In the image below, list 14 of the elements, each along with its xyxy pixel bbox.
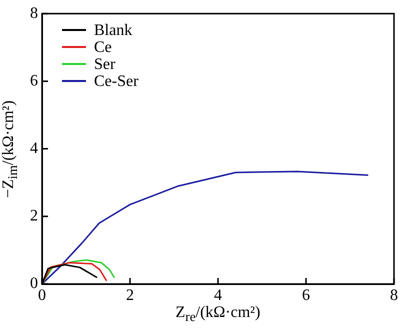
x-tick-label: 2 <box>126 286 134 304</box>
y-tick-label: 8 <box>30 4 38 22</box>
x-tick-label: 6 <box>302 286 310 304</box>
y-tick-label: 4 <box>30 140 38 158</box>
y-tick-label: 0 <box>30 275 38 292</box>
x-tick-label: 4 <box>214 286 222 304</box>
legend-label: Blank <box>94 22 132 39</box>
legend-label: Ce-Ser <box>94 72 138 90</box>
legend-label: Ser <box>94 56 116 73</box>
x-tick-label: 8 <box>390 286 398 304</box>
y-tick-label: 6 <box>30 72 38 90</box>
y-tick-label: 2 <box>30 208 38 225</box>
legend-label: Ce <box>94 38 112 56</box>
x-axis-title: Z$_{re}$/(kΩ·cm²) <box>176 304 260 326</box>
